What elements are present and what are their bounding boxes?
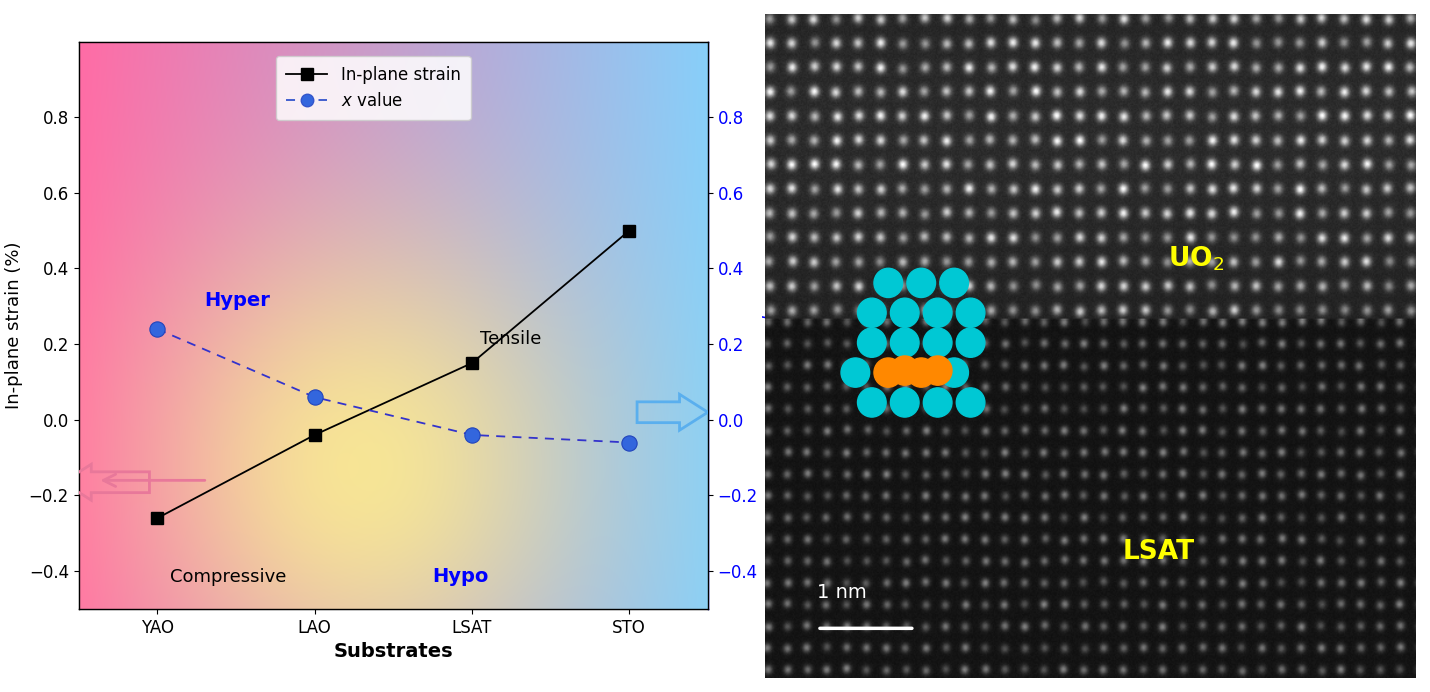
- Text: Tensile: Tensile: [479, 330, 541, 348]
- Circle shape: [924, 388, 952, 417]
- Circle shape: [891, 388, 919, 417]
- Text: Hypo: Hypo: [433, 567, 489, 587]
- Circle shape: [874, 268, 902, 298]
- Circle shape: [940, 358, 968, 388]
- Text: UO$_2$: UO$_2$: [1168, 244, 1224, 273]
- Circle shape: [858, 298, 887, 327]
- Y-axis label: In-plane strain (%): In-plane strain (%): [6, 242, 23, 409]
- Circle shape: [891, 328, 919, 357]
- Circle shape: [874, 358, 902, 388]
- Legend: In-plane strain, $x$ value: In-plane strain, $x$ value: [276, 55, 470, 120]
- Circle shape: [907, 268, 935, 298]
- Circle shape: [891, 298, 919, 327]
- Circle shape: [924, 356, 952, 385]
- Circle shape: [924, 298, 952, 327]
- X-axis label: Substrates: Substrates: [333, 642, 453, 662]
- Text: LSAT: LSAT: [1123, 538, 1195, 565]
- Circle shape: [957, 298, 985, 327]
- Circle shape: [957, 388, 985, 417]
- Circle shape: [940, 268, 968, 298]
- Y-axis label: x value: x value: [764, 293, 781, 358]
- Text: Hyper: Hyper: [204, 291, 270, 310]
- Text: Compressive: Compressive: [170, 569, 286, 587]
- Circle shape: [924, 328, 952, 357]
- Text: 1 nm: 1 nm: [817, 583, 867, 603]
- Circle shape: [891, 356, 919, 385]
- Circle shape: [907, 358, 935, 388]
- Circle shape: [858, 388, 887, 417]
- Circle shape: [957, 328, 985, 357]
- Circle shape: [858, 328, 887, 357]
- Circle shape: [841, 358, 869, 388]
